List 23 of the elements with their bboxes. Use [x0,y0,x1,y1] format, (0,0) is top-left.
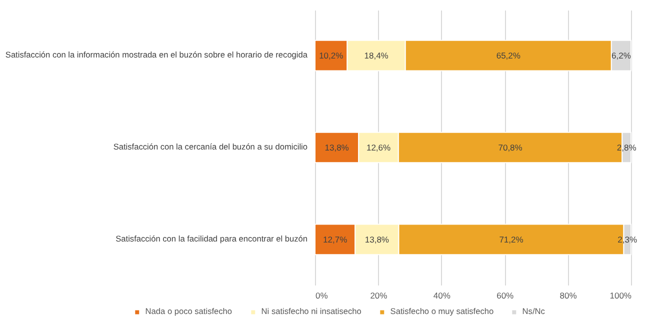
data-label: 12,6% [366,142,392,152]
legend-label: Ni satisfecho ni insatisecho [261,306,362,316]
x-tick-label: 20% [370,290,388,300]
data-label: 70,8% [498,142,523,152]
y-tick-label: Satisfacción con la cercanía del buzón a su domicilio [113,142,308,152]
legend-label: Satisfecho o muy satisfecho [390,306,494,316]
x-tick-label: 40% [433,290,451,300]
x-tick-label: 60% [496,290,514,300]
data-label: 13,8% [364,234,390,244]
y-tick-label: Satisfacción con la facilidad para encontrar el buzón [116,233,308,244]
legend-label: Ns/Nc [522,306,545,316]
data-label: 18,4% [364,50,389,61]
y-tick-label: Satisfacción con la información mostrada en el buzón sobre el horario de recogida [5,50,308,60]
data-label: 13,8% [324,142,350,152]
x-tick-label: 80% [560,290,578,300]
legend-label: Nada o poco satisfecho [145,306,232,316]
data-label: 6,2% [612,50,632,61]
x-tick-label: 0% [316,290,328,300]
x-tick-label: 100% [610,290,632,300]
data-label: 65,2% [496,50,521,61]
data-label: 12,7% [323,234,348,244]
data-label: 71,2% [499,234,524,244]
data-label: 10,2% [319,50,344,61]
